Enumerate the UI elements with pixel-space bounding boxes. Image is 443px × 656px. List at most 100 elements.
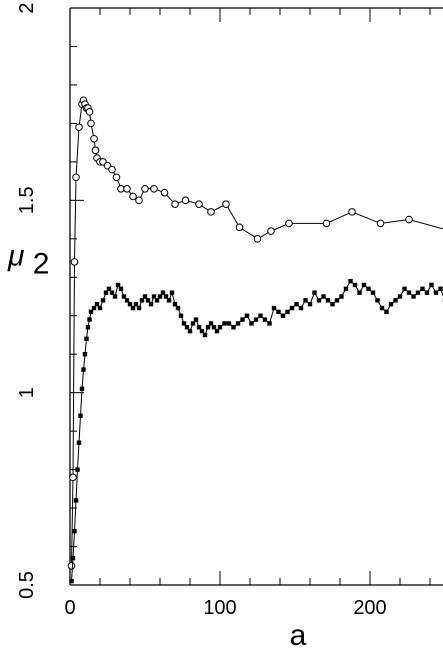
data-point (316, 298, 322, 303)
data-point (207, 208, 215, 216)
data-point (244, 313, 250, 318)
data-point (124, 298, 130, 303)
data-point (112, 173, 121, 182)
data-point (330, 301, 335, 307)
data-point (375, 298, 380, 303)
series-line (71, 98, 443, 566)
data-point (81, 367, 86, 372)
data-point (267, 227, 275, 235)
data-point (285, 219, 293, 228)
data-point (85, 108, 94, 116)
data-point (235, 223, 244, 232)
y-axis-label: μ 2 (7, 240, 49, 281)
data-point (181, 321, 187, 326)
data-point (112, 294, 118, 299)
data-point (109, 290, 115, 295)
axis-ticks (69, 7, 431, 586)
data-point (154, 298, 160, 303)
data-point (361, 282, 367, 288)
data-point (106, 286, 112, 292)
data-point (160, 290, 166, 295)
data-point (157, 294, 163, 299)
x-tick-label: 0 (64, 597, 75, 619)
data-point (160, 188, 169, 197)
data-point (94, 301, 100, 307)
data-point (322, 219, 331, 228)
data-point (76, 440, 82, 445)
data-point (123, 184, 131, 193)
data-point (433, 290, 439, 295)
data-series (67, 96, 443, 584)
data-point (235, 321, 241, 326)
data-point (339, 294, 344, 299)
data-point (280, 313, 286, 318)
data-point (393, 298, 398, 303)
data-point (70, 258, 79, 266)
data-point (285, 309, 290, 315)
data-point (199, 328, 205, 334)
data-point (366, 286, 371, 292)
data-point (108, 165, 116, 174)
data-point (211, 325, 217, 330)
y-axis-label-symbol: μ (7, 240, 24, 273)
y-tick-label: 0.5 (16, 571, 38, 599)
data-point (130, 305, 136, 311)
data-point (100, 298, 106, 303)
data-point (171, 200, 179, 208)
data-point (79, 386, 85, 392)
data-point (145, 298, 151, 303)
data-point (325, 298, 331, 303)
series-filled-square (69, 278, 443, 584)
data-point (150, 184, 158, 193)
data-point (307, 301, 313, 307)
data-point (226, 321, 232, 326)
data-point (118, 286, 124, 292)
data-point (411, 294, 416, 299)
y-tick-label: 1.5 (16, 186, 38, 214)
data-point (298, 305, 304, 311)
data-point (415, 290, 421, 295)
data-point (181, 196, 190, 205)
y-tick-label: 2 (16, 2, 38, 13)
data-point (205, 325, 211, 330)
data-point (262, 317, 268, 322)
data-point (429, 282, 434, 288)
tick-labels: 0 100 200 0.5 1 1.5 2 (16, 2, 387, 619)
data-point (348, 208, 356, 216)
data-point (384, 309, 389, 315)
data-point (136, 305, 142, 311)
data-point (88, 309, 94, 315)
data-point (222, 321, 227, 326)
data-point (379, 305, 385, 311)
data-point (217, 325, 223, 330)
data-point (190, 321, 196, 326)
data-point (321, 294, 326, 299)
data-point (193, 317, 199, 322)
data-point (352, 282, 358, 288)
data-point (196, 325, 202, 330)
data-point (103, 290, 109, 295)
data-point (271, 305, 277, 311)
data-point (334, 298, 340, 303)
data-point (289, 305, 295, 311)
data-point (370, 290, 376, 295)
data-point (129, 192, 137, 201)
data-point (148, 301, 154, 307)
data-point (438, 286, 443, 292)
x-tick-label: 100 (203, 597, 236, 619)
data-point (249, 321, 254, 326)
data-point (406, 290, 412, 295)
data-point (397, 294, 403, 299)
data-point (115, 282, 121, 288)
data-point (72, 173, 80, 182)
data-point (91, 305, 97, 311)
data-point (187, 328, 193, 334)
data-point (208, 321, 214, 326)
data-point (424, 290, 430, 295)
data-point (72, 528, 77, 534)
data-point (67, 561, 76, 570)
data-point (303, 298, 308, 303)
data-point (276, 309, 281, 315)
data-point (87, 119, 95, 128)
